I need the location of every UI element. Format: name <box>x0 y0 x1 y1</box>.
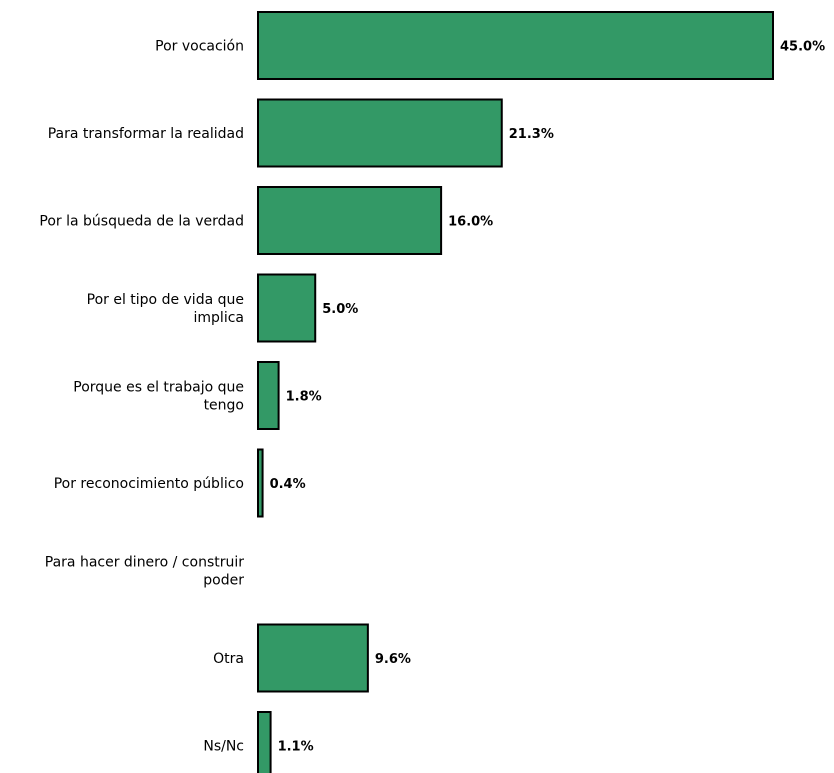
value-label: 45.0% <box>780 40 825 55</box>
bar <box>257 273 317 343</box>
category-label: Por reconocimiento público <box>54 476 244 492</box>
bar <box>257 711 272 773</box>
category-label: Por la búsqueda de la verdad <box>39 214 244 230</box>
category-label: Porque es el trabajo que tengo <box>73 380 244 414</box>
value-label: 0.4% <box>270 477 306 492</box>
value-label: 5.0% <box>322 302 358 317</box>
value-label: 1.8% <box>286 390 322 405</box>
value-label: 16.0% <box>448 215 493 230</box>
value-label: 9.6% <box>375 652 411 667</box>
bar <box>257 98 503 168</box>
value-label: 1.1% <box>278 740 314 755</box>
value-label: 21.3% <box>509 127 554 142</box>
category-label: Por vocación <box>155 39 244 55</box>
bar <box>257 361 280 430</box>
category-label: Para transformar la realidad <box>48 126 244 142</box>
category-label: Ns/Nc <box>203 739 244 755</box>
category-label: Por el tipo de vida que implica <box>87 292 244 326</box>
bar <box>257 11 774 80</box>
bar <box>257 623 369 693</box>
bar <box>257 186 443 255</box>
category-label: Otra <box>213 651 244 667</box>
category-label: Para hacer dinero / construir poder <box>45 555 244 589</box>
bar <box>257 448 264 518</box>
